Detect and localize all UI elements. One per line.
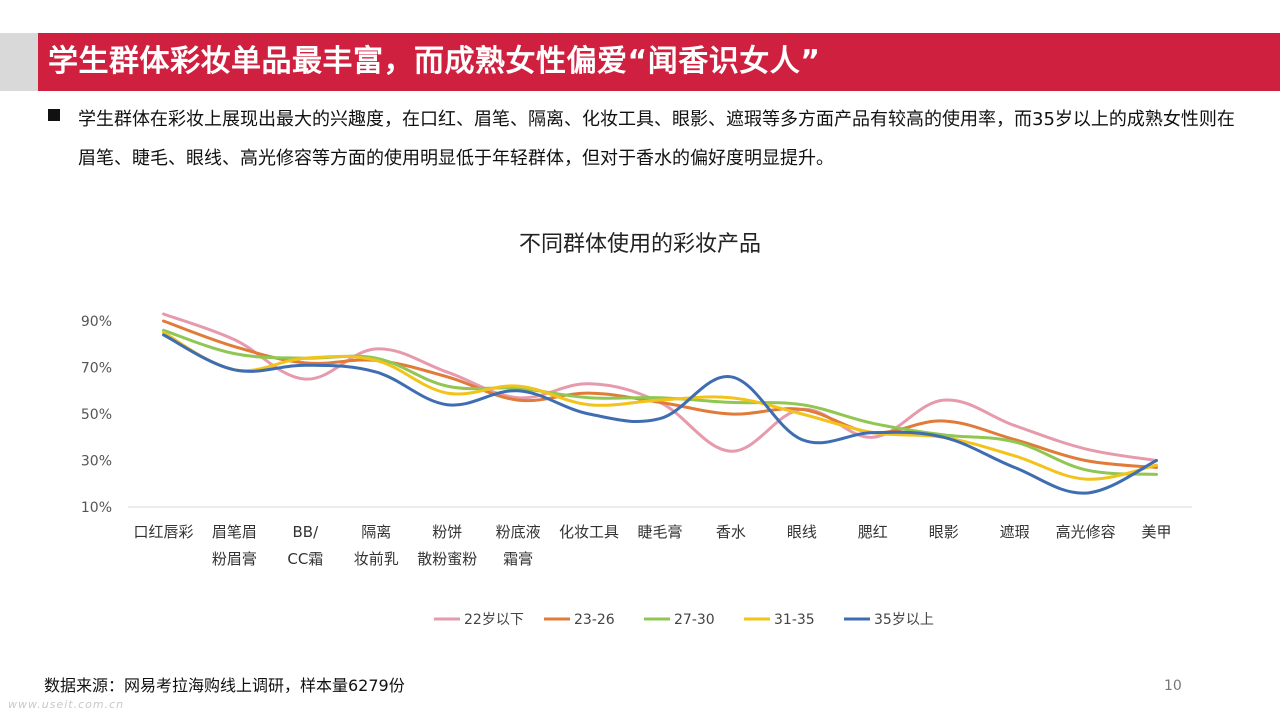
legend-label: 35岁以上: [874, 612, 934, 628]
y-axis-labels: 90% 70% 50% 30% 10%: [81, 314, 112, 516]
legend-label: 31-35: [774, 612, 815, 628]
x-category-label: 粉底液: [496, 523, 541, 541]
watermark: www.useit.com.cn: [8, 698, 125, 711]
series-line-5: [162, 333, 1158, 495]
legend-label: 27-30: [674, 612, 715, 628]
x-category-label: 眉笔眉: [212, 523, 257, 541]
y-tick-label: 30%: [81, 454, 112, 470]
series-line-2: [162, 319, 1158, 469]
x-category-label: 眼线: [787, 523, 817, 541]
chart-title: 不同群体使用的彩妆产品: [519, 232, 761, 257]
y-tick-label: 70%: [81, 361, 112, 377]
x-category-label: 粉饼: [432, 523, 462, 541]
x-category-label: 睫毛膏: [637, 523, 682, 541]
x-category-label: BB/: [293, 523, 320, 541]
title-bar: 学生群体彩妆单品最丰富，而成熟女性偏爱“闻香识女人”: [38, 33, 1280, 91]
page-number: 10: [1164, 678, 1182, 694]
x-category-label: 遮瑕: [1000, 523, 1030, 541]
x-category-label: 粉眉膏: [212, 550, 257, 568]
x-category-label: 妆前乳: [354, 550, 399, 568]
x-category-label: 眼影: [929, 523, 959, 541]
data-source-note: 数据来源：网易考拉海购线上调研，样本量6279份: [44, 676, 405, 695]
x-category-label: 美甲: [1142, 523, 1172, 541]
x-category-label: 腮红: [858, 523, 888, 541]
x-category-label: CC霜: [287, 550, 323, 568]
series-line-4: [162, 331, 1158, 481]
x-category-label: 香水: [716, 523, 746, 541]
y-tick-label: 90%: [81, 314, 112, 330]
x-category-label: 隔离: [361, 523, 391, 541]
title-accent-block: [0, 33, 38, 91]
legend-label: 22岁以下: [464, 612, 524, 628]
x-category-label: 散粉蜜粉: [417, 550, 477, 568]
slide-title: 学生群体彩妆单品最丰富，而成熟女性偏爱“闻香识女人”: [48, 44, 821, 79]
x-category-label: 口红唇彩: [133, 523, 193, 541]
legend: 22岁以下 23-26 27-30 31-35 35岁以上: [434, 612, 934, 628]
bullet-square-icon: [48, 109, 60, 121]
y-tick-label: 50%: [81, 407, 112, 423]
x-category-label: 高光修容: [1056, 523, 1116, 541]
y-tick-label: 10%: [81, 500, 112, 516]
x-category-label: 霜膏: [503, 550, 533, 568]
x-category-label: 化妆工具: [559, 523, 619, 541]
legend-label: 23-26: [574, 612, 615, 628]
series-lines: [162, 312, 1158, 495]
body-paragraph: 学生群体在彩妆上展现出最大的兴趣度，在口红、眉笔、隔离、化妆工具、眼影、遮瑕等多…: [78, 109, 1235, 169]
